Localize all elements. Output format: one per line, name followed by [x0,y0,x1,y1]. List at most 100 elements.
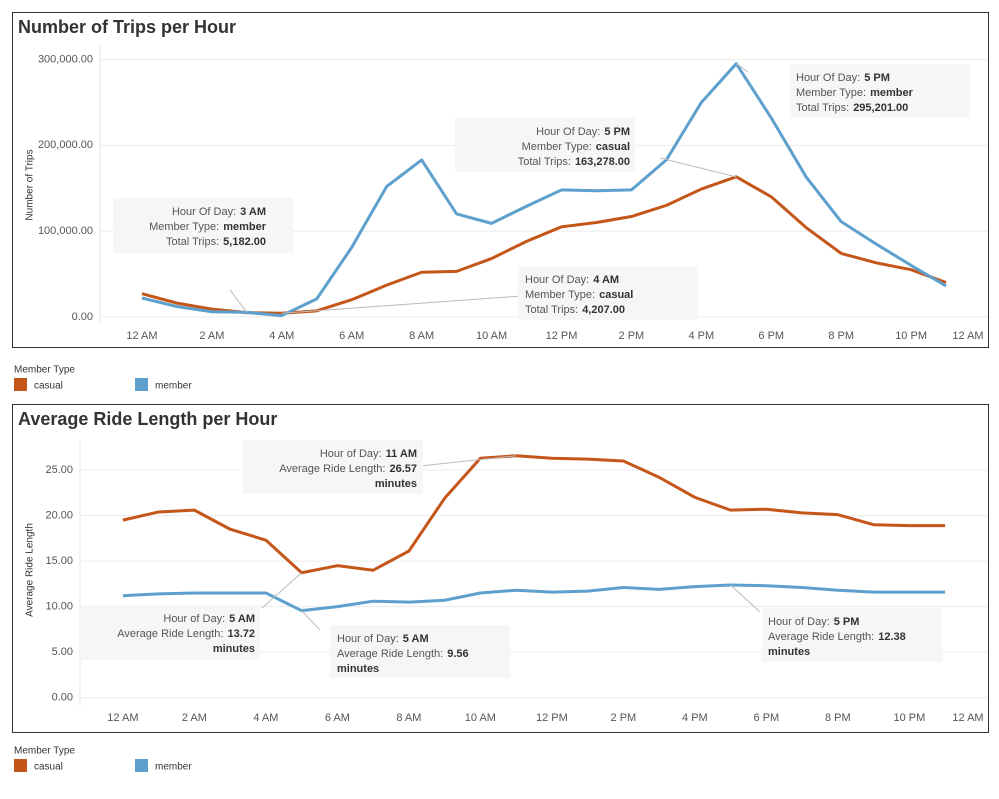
annotation-value: 11 AM [386,448,417,460]
x-tick-label: 12 AM [952,330,983,342]
annotation-value: 163,278.00 [575,156,630,168]
annotation-label: Average Ride Length: [337,648,443,660]
legend-title: Member Type [14,365,75,376]
legend-swatch [135,759,148,772]
x-tick-label: 2 AM [182,712,207,724]
annotation-label: Hour Of Day: [796,72,860,84]
annotation-label: Hour of Day: [163,613,225,625]
legend-label: casual [34,762,63,773]
annotation-label: Average Ride Length: [117,628,223,640]
line-series [122,583,946,613]
annotation-value: minutes [375,478,417,490]
annotation-value: 5 PM [864,72,890,84]
annotation-label: Average Ride Length: [279,463,385,475]
annotation-label: Total Trips: [796,102,849,114]
x-tick-label: 10 AM [465,712,496,724]
line-series [141,175,947,315]
x-tick-label: 4 PM [688,330,714,342]
annotation-leader [301,610,321,631]
annotation-leader [229,289,248,313]
annotation-value: member [223,221,267,233]
annotation-box [455,118,635,172]
annotation-leader [261,572,302,609]
line-series [122,454,946,575]
annotation-line: Hour Of Day: 3 AM [172,206,266,218]
annotation-leader [659,157,737,178]
line-series [141,62,947,318]
annotation-label: Member Type: [525,289,595,301]
annotation-line: minutes [375,478,417,490]
legend-label: member [155,381,192,392]
annotation-value: 13.72 [227,628,255,640]
annotation-value: 5 AM [403,633,429,645]
annotation-line: Hour Of Day: 4 AM [525,274,619,286]
chart-title: Average Ride Length per Hour [18,409,277,429]
annotation-line: minutes [337,663,379,675]
x-tick-label: 2 PM [619,330,645,342]
annotation-line: Total Trips: 4,207.00 [525,304,625,316]
annotation-box [80,605,260,660]
y-tick-label: 300,000.00 [38,53,93,65]
chart-frame [12,12,989,348]
annotation-label: Hour of Day: [337,633,399,645]
annotation-leader [735,63,749,73]
annotation-line: Total Trips: 295,201.00 [796,102,908,114]
y-tick-label: 25.00 [45,464,73,476]
annotation-box [243,440,423,494]
x-tick-label: 10 PM [895,330,927,342]
x-tick-label: 12 PM [546,330,578,342]
annotation-line: Hour of Day: 11 AM [320,448,417,460]
annotation-value: minutes [213,643,255,655]
x-tick-label: 12 AM [126,330,157,342]
legend-title: Member Type [14,746,75,757]
annotation-line: Hour of Day: 5 AM [163,613,255,625]
y-tick-label: 0.00 [52,692,73,704]
annotation-line: Hour Of Day: 5 PM [796,72,890,84]
x-tick-label: 8 PM [825,712,851,724]
annotation-line: Total Trips: 5,182.00 [166,236,266,248]
annotation-value: 5 AM [229,613,255,625]
annotation-value: 4,207.00 [582,304,625,316]
y-tick-label: 10.00 [45,601,73,613]
x-tick-label: 4 AM [269,330,294,342]
x-tick-label: 6 PM [758,330,784,342]
annotation-value: 5 PM [834,616,860,628]
annotation-value: casual [596,141,630,153]
legend-label: casual [34,381,63,392]
annotation-line: minutes [213,643,255,655]
annotation-label: Member Type: [796,87,866,99]
x-tick-label: 2 AM [199,330,224,342]
annotation-label: Total Trips: [518,156,571,168]
annotation-line: Member Type: member [149,221,267,233]
annotation-box [762,608,942,662]
annotation-line: Average Ride Length: 9.56 [337,648,469,660]
annotation-leader [419,455,517,467]
annotation-line: Average Ride Length: 12.38 [768,631,906,643]
annotation-value: 12.38 [878,631,906,643]
annotation-value: 26.57 [389,463,417,475]
annotation-value: minutes [768,646,810,658]
x-tick-label: 12 PM [536,712,568,724]
annotation-label: Hour Of Day: [525,274,589,286]
y-tick-label: 0.00 [72,311,93,323]
annotation-label: Hour Of Day: [172,206,236,218]
x-tick-label: 8 PM [828,330,854,342]
annotation-value: 3 AM [240,206,266,218]
annotation-label: Member Type: [149,221,219,233]
x-tick-label: 6 AM [325,712,350,724]
chart-title: Number of Trips per Hour [18,17,236,37]
annotation-line: Average Ride Length: 26.57 [279,463,417,475]
annotation-label: Total Trips: [525,304,578,316]
annotation-label: Hour Of Day: [536,126,600,138]
x-tick-label: 8 AM [396,712,421,724]
y-axis-title: Average Ride Length [25,523,36,617]
annotation-label: Hour of Day: [320,448,382,460]
annotation-box [330,625,510,678]
annotation-line: Average Ride Length: 13.72 [117,628,255,640]
annotation-line: Total Trips: 163,278.00 [518,156,630,168]
x-tick-label: 8 AM [409,330,434,342]
annotation-label: Member Type: [522,141,592,153]
x-tick-label: 6 PM [754,712,780,724]
